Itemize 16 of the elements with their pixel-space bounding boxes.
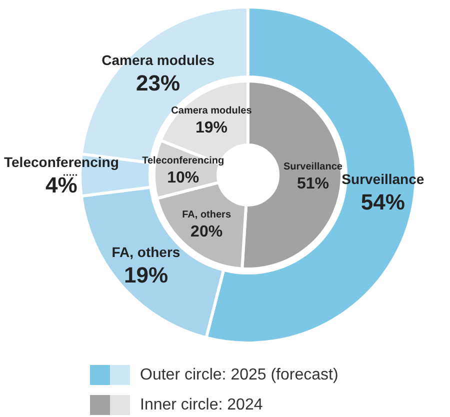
slice-label: FA, others bbox=[112, 244, 180, 260]
data-label: 54% bbox=[360, 190, 405, 215]
data-label: 23% bbox=[136, 70, 180, 96]
data-label: 20% bbox=[190, 224, 223, 241]
legend-label: Inner circle: 2024 bbox=[140, 396, 263, 414]
data-label: 51% bbox=[296, 176, 329, 193]
data-label: 19% bbox=[124, 262, 168, 288]
data-label: 10% bbox=[167, 169, 200, 186]
legend-label: Outer circle: 2025 (forecast) bbox=[140, 366, 338, 384]
slice-label: Teleconferencing bbox=[4, 154, 119, 170]
slice-label: Camera modules bbox=[171, 106, 252, 117]
data-label: 4% bbox=[46, 172, 78, 198]
slice-label: FA, others bbox=[182, 210, 232, 221]
category-label: Teleconferencing bbox=[142, 155, 224, 166]
slice-label: Camera modules bbox=[102, 52, 215, 68]
data-label: 19% bbox=[195, 120, 228, 137]
